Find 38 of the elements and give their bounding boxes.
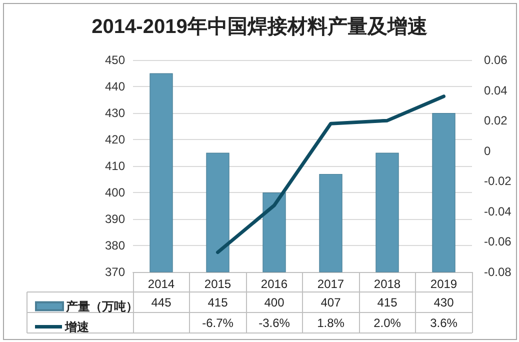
data-label: 407 (320, 295, 342, 310)
y-tick-label: 430 (104, 106, 126, 120)
y-tick-label: 440 (104, 80, 126, 94)
chart-title: 2014-2019年中国焊接材料产量及增速 (92, 15, 428, 38)
data-label: -6.7% (202, 316, 234, 330)
y2-tick-label: -0.08 (484, 265, 512, 279)
data-label: 415 (377, 295, 398, 310)
x-tick-label: 2016 (260, 277, 288, 291)
x-tick-label: 2017 (317, 277, 344, 291)
y-tick-label: 400 (104, 186, 126, 200)
x-tick-label: 2018 (374, 277, 401, 291)
y-tick-label: 380 (104, 238, 126, 252)
x-tick-label: 2019 (430, 277, 458, 291)
x-tick-label: 2015 (204, 277, 232, 291)
y-tick-label: 410 (104, 159, 126, 173)
y2-tick-label: 0.04 (484, 83, 508, 98)
y2-tick-label: 0.02 (484, 114, 508, 128)
y2-tick-label: -0.04 (484, 204, 512, 218)
y-tick-label: 420 (104, 132, 126, 146)
data-label: 430 (434, 295, 454, 310)
y-tick-label: 370 (104, 265, 126, 279)
data-label: 445 (151, 295, 172, 310)
y-tick-label: 390 (104, 212, 126, 226)
data-label: 1.8% (317, 316, 345, 330)
y-tick-label: 450 (104, 53, 126, 67)
y2-tick-label: -0.06 (484, 234, 512, 249)
data-label: 400 (264, 295, 285, 310)
data-label: 3.6% (430, 316, 458, 330)
data-label: -3.6% (258, 316, 290, 330)
line-series (216, 94, 446, 254)
y2-tick-label: 0.06 (484, 53, 508, 67)
data-label: 415 (208, 295, 228, 310)
y2-tick-label: -0.02 (484, 174, 512, 188)
legend-label: 增速 (64, 320, 90, 334)
y2-tick-label: 0 (484, 144, 491, 158)
x-tick-label: 2014 (148, 277, 175, 291)
legend-label: 产量（万吨） (65, 299, 138, 314)
data-label: 2.0% (374, 316, 402, 330)
